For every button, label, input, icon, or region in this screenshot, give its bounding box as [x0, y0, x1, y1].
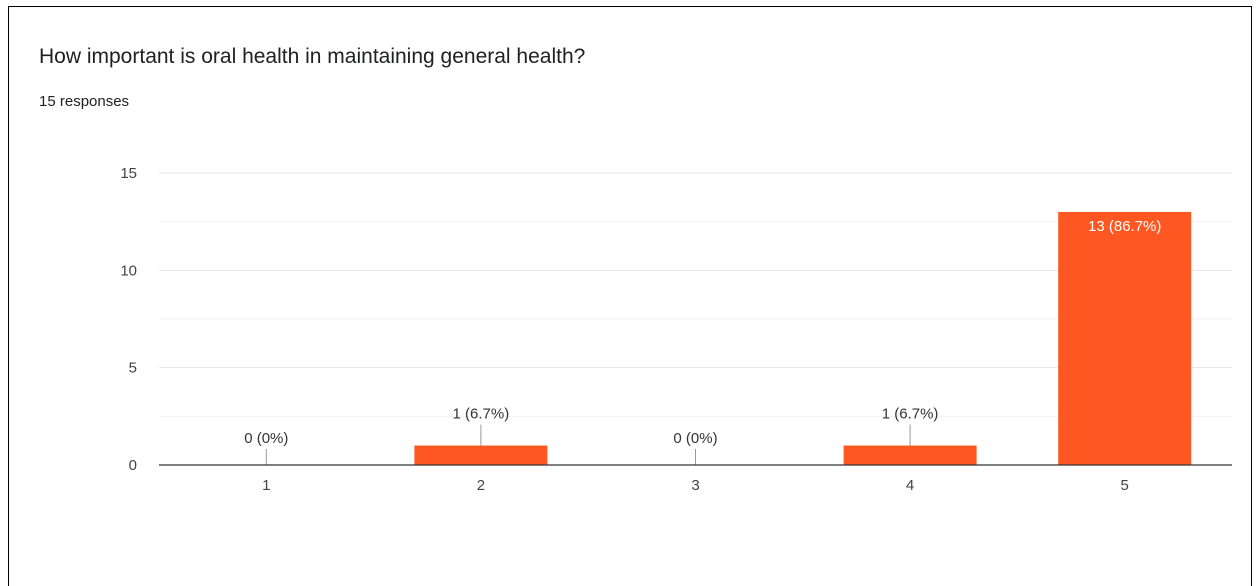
data-label: 0 (0%) [244, 430, 288, 447]
y-tick-label: 5 [129, 360, 137, 377]
chart-card: 0 5 10 15 1 2 3 4 5 0 (0%) 1 (6.7%) 0 (0%) 1 (6.7%… [8, 6, 1252, 586]
x-axis-ticks: 1 2 3 4 5 [262, 477, 1129, 494]
responses-count: 15 responses [39, 93, 130, 110]
bars [414, 211, 1192, 465]
y-tick-label: 10 [120, 262, 137, 279]
data-label: 1 (6.7%) [453, 406, 510, 423]
bar [1058, 211, 1192, 465]
chart-title: How important is oral health in maintain… [39, 45, 586, 68]
y-axis-ticks: 0 5 10 15 [120, 165, 137, 474]
bar [843, 445, 977, 465]
x-tick-label: 4 [906, 477, 914, 494]
data-label: 13 (86.7%) [1088, 218, 1161, 235]
bar-chart: 0 5 10 15 1 2 3 4 5 0 (0%) 1 (6.7%) 0 (0%) 1 (6.7%… [120, 165, 1232, 494]
x-tick-label: 2 [477, 477, 485, 494]
x-tick-label: 1 [262, 477, 270, 494]
bar [414, 445, 548, 465]
y-tick-label: 0 [129, 457, 137, 474]
data-label: 1 (6.7%) [882, 406, 939, 423]
y-tick-label: 15 [120, 165, 137, 182]
data-labels: 0 (0%) 1 (6.7%) 0 (0%) 1 (6.7%) 13 (86.7%) [244, 218, 1161, 465]
data-label: 0 (0%) [673, 430, 717, 447]
grid-lines [159, 172, 1232, 417]
x-tick-label: 3 [691, 477, 699, 494]
x-tick-label: 5 [1121, 477, 1129, 494]
